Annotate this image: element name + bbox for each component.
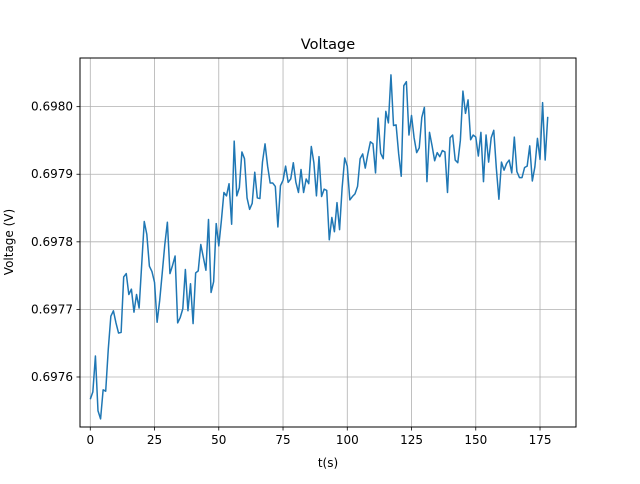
y-axis-label: Voltage (V) [2, 209, 16, 275]
voltage-series-line [89, 74, 549, 420]
x-tick-label: 125 [400, 433, 423, 447]
x-tick-label: 75 [275, 433, 290, 447]
x-tick-label: 25 [147, 433, 162, 447]
y-tick-label: 0.6979 [31, 167, 73, 181]
y-tick-label: 0.6978 [31, 235, 73, 249]
x-tick-label: 100 [336, 433, 359, 447]
y-tick-label: 0.6977 [31, 302, 73, 316]
axis-ticks: 0 25 50 75 100 125 150 175 0.6976 0.6977 0.6978 0.6… [31, 100, 551, 447]
series-layer [89, 74, 549, 420]
plot-frame [79, 57, 577, 428]
x-tick-label: 50 [211, 433, 226, 447]
y-tick-label: 0.6980 [31, 100, 73, 114]
x-tick-label: 175 [529, 433, 552, 447]
chart-title: Voltage [301, 37, 355, 53]
x-tick-label: 0 [86, 433, 94, 447]
x-axis-label: t(s) [318, 456, 338, 470]
x-tick-label: 150 [464, 433, 487, 447]
y-tick-label: 0.6976 [31, 370, 73, 384]
